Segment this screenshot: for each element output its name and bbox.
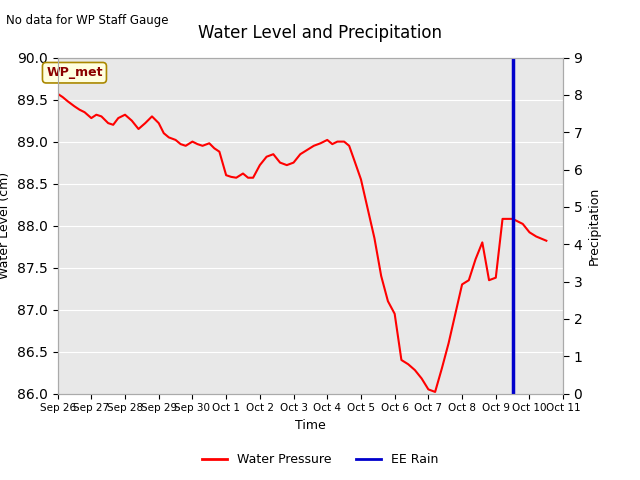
Water Pressure (198, 143, 206, 149)
Water Pressure (128, 118, 136, 123)
Text: Water Level and Precipitation: Water Level and Precipitation (198, 24, 442, 42)
Y-axis label: Precipitation: Precipitation (588, 186, 601, 265)
X-axis label: Time: Time (295, 419, 326, 432)
Text: WP_met: WP_met (46, 66, 102, 79)
Legend: Water Pressure, EE Rain: Water Pressure, EE Rain (196, 448, 444, 471)
Water Pressure (54, 91, 61, 96)
Water Pressure (543, 238, 550, 244)
Text: No data for WP Staff Gauge: No data for WP Staff Gauge (6, 14, 169, 27)
Water Pressure (384, 299, 392, 304)
Water Pressure (244, 175, 252, 180)
Water Pressure (283, 162, 291, 168)
Water Pressure (81, 109, 88, 115)
Line: Water Pressure: Water Pressure (58, 94, 547, 392)
Water Pressure (431, 389, 439, 395)
Y-axis label: Water Level (cm): Water Level (cm) (0, 172, 12, 279)
